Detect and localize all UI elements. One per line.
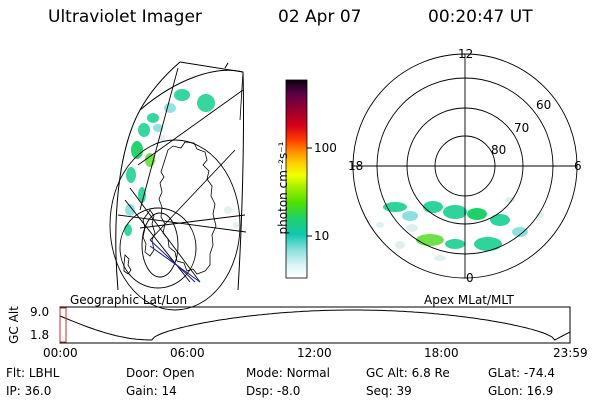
- current-time-marker: [59, 307, 67, 343]
- info-gain-value: 14: [161, 384, 177, 398]
- info-gcalt-value: 6.8 Re: [411, 366, 450, 380]
- info-seq-label: Seq:: [366, 384, 393, 398]
- mlt-label-12: 12: [458, 47, 474, 61]
- colorbar-tick-10: 10: [314, 229, 330, 243]
- colorbar: [285, 79, 308, 279]
- info-ip-label: IP:: [6, 384, 21, 398]
- info-dsp-label: Dsp:: [246, 384, 274, 398]
- info-dsp-value: -8.0: [276, 384, 301, 398]
- info-flt-value: LBHL: [28, 366, 60, 380]
- info-mode-label: Mode:: [246, 366, 283, 380]
- app-title: Ultraviolet Imager: [48, 7, 202, 27]
- colorbar-unit-label: photon cm⁻²s⁻¹: [276, 141, 290, 235]
- orbit-xtick-4: 23:59: [553, 346, 588, 360]
- info-gain-label: Gain:: [126, 384, 158, 398]
- colorbar-tick-100: 100: [314, 141, 337, 155]
- orbit-axis-title: GC Alt: [7, 306, 21, 344]
- info-mode-value: Normal: [286, 366, 330, 380]
- orbit-xtick-3: 18:00: [424, 346, 459, 360]
- orbit-xtick-2: 12:00: [297, 346, 332, 360]
- orbit-xtick-1: 06:00: [170, 346, 205, 360]
- mlt-label-6: 6: [574, 159, 582, 173]
- orbit-plot: [59, 306, 571, 344]
- geo-panel-label: Geographic Lat/Lon: [70, 293, 188, 307]
- info-seq-value: 39: [396, 384, 412, 398]
- orbit-ytick-1: 1.8: [30, 328, 50, 342]
- orbit-xtick-0: 00:00: [43, 346, 78, 360]
- mlt-label-0: 0: [466, 271, 474, 285]
- info-door-value: Open: [162, 366, 195, 380]
- info-ip-value: 36.0: [24, 384, 52, 398]
- info-gcalt-label: GC Alt:: [366, 366, 408, 380]
- info-door-label: Door:: [126, 366, 159, 380]
- orbit-ytick-9: 9.0: [30, 305, 50, 319]
- time-label: 00:20:47 UT: [428, 7, 533, 27]
- date-label: 02 Apr 07: [278, 7, 362, 27]
- info-glat-value: -74.4: [523, 366, 555, 380]
- mlat-label-80: 80: [491, 143, 507, 157]
- polar-plot: [352, 53, 578, 279]
- info-glon-label: GLon:: [488, 384, 523, 398]
- info-flt-label: Flt:: [6, 366, 25, 380]
- info-glon-value: 16.9: [526, 384, 554, 398]
- polar-panel-label: Apex MLat/MLT: [424, 293, 514, 307]
- mlt-label-18: 18: [348, 159, 364, 173]
- mlat-label-60: 60: [536, 98, 552, 112]
- mlat-label-70: 70: [514, 121, 530, 135]
- geographic-map: [109, 61, 247, 311]
- info-glat-label: GLat:: [488, 366, 521, 380]
